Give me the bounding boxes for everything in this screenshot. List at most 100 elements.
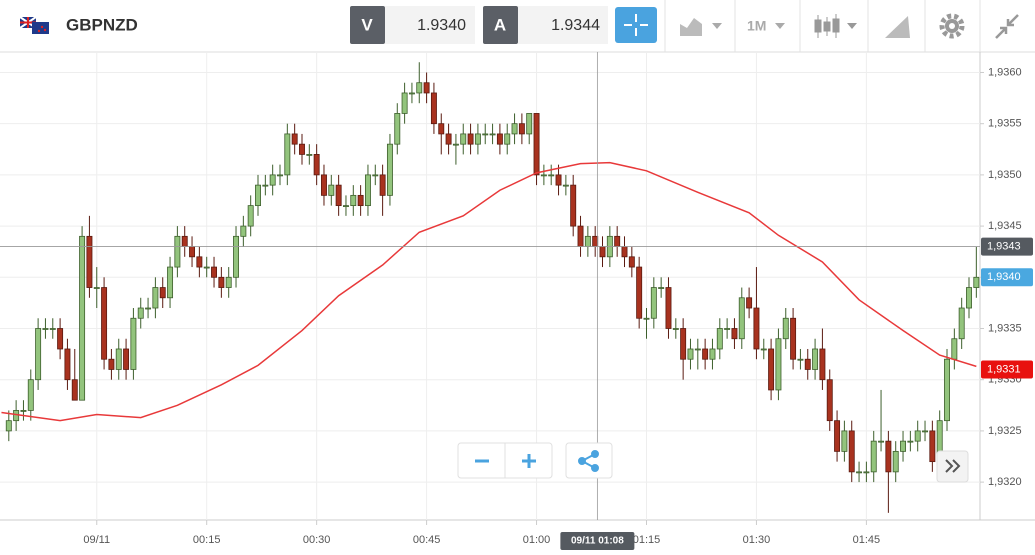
candle-body [269, 174, 276, 186]
candle-body [951, 338, 958, 360]
candle-body [680, 328, 687, 360]
ask-button[interactable] [483, 6, 518, 44]
candle-body [189, 246, 196, 258]
candle-body [511, 123, 518, 135]
candle-body [196, 256, 203, 268]
candle-body [57, 328, 64, 350]
price-label-box [981, 237, 1033, 256]
price-label: 1,9331 [987, 363, 1021, 375]
candle-body [738, 297, 745, 340]
candle-body [445, 133, 452, 145]
candle-body [335, 184, 342, 207]
bid-box [385, 6, 475, 44]
candle-body [555, 174, 562, 186]
x-tick-label: 00:30 [303, 534, 331, 546]
candle-body [914, 430, 921, 442]
candle-body [71, 379, 78, 401]
crosshair-icon [624, 14, 648, 36]
drawing-button[interactable] [885, 16, 910, 38]
candle-body [812, 348, 819, 370]
candle-body [137, 307, 144, 319]
candle-body [313, 154, 320, 176]
candle-body [460, 133, 467, 145]
candle-body [892, 450, 899, 473]
candle-body [218, 276, 225, 288]
candle-body [130, 317, 137, 370]
candle-body [408, 92, 415, 95]
y-tick-label: 1,9350 [988, 169, 1022, 181]
candle-body [350, 194, 357, 207]
candle-body [262, 184, 269, 187]
x-tick-label: 09/11 [83, 534, 110, 546]
crosshair-x-box [560, 532, 635, 550]
candle-body [834, 420, 841, 452]
candle-body [878, 440, 885, 443]
share-button[interactable] [578, 450, 599, 472]
candle-body [108, 358, 115, 370]
bid-button[interactable] [350, 6, 385, 44]
candle-body [394, 113, 401, 145]
candle-body [819, 348, 826, 381]
y-tick-label: 1,9355 [988, 118, 1022, 130]
candle-body [159, 287, 166, 299]
candle-body [768, 348, 775, 391]
candle-body [797, 358, 804, 361]
x-tick-label: 01:45 [853, 534, 881, 546]
x-tick-label: 01:00 [523, 534, 551, 546]
candle-body [929, 430, 936, 463]
candle-body [27, 379, 34, 411]
bid-price: 1.9340 [417, 17, 466, 34]
y-tick-label: 1,9345 [988, 220, 1022, 232]
candle-body [496, 133, 503, 145]
price-label: 1,9343 [987, 240, 1021, 252]
x-tick-label: 00:15 [193, 534, 221, 546]
candle-body [115, 348, 122, 370]
candle-body [973, 276, 980, 288]
candle-body [672, 328, 679, 330]
candle-body [482, 133, 489, 136]
candle-body [474, 133, 481, 145]
candle-body [614, 235, 621, 247]
candle-body [716, 328, 723, 350]
x-tick-label: 01:30 [743, 534, 771, 546]
overlay: 09/11 01:08 1,9343 1,9340 1,9331 [0, 52, 1033, 550]
settings-button[interactable] [939, 13, 965, 39]
candle-body [49, 328, 56, 330]
candle-body [438, 123, 445, 135]
candle-body [562, 184, 569, 187]
candle-body [658, 287, 665, 289]
zoom-in[interactable] [522, 454, 536, 468]
candle-body [452, 143, 459, 146]
candle-body [753, 307, 760, 350]
candle-body [826, 379, 833, 422]
collapse-button[interactable] [995, 14, 1019, 39]
candle-body [343, 205, 349, 208]
candle-body [760, 348, 767, 351]
candle-body [841, 430, 848, 452]
candle-body [225, 276, 232, 288]
timeframe[interactable]: 1M [747, 18, 766, 34]
candle-body [203, 266, 210, 269]
candle-body [423, 82, 430, 94]
y-tick-label: 1,9360 [988, 66, 1022, 78]
candle-body [577, 225, 584, 247]
indicators-button[interactable] [814, 14, 857, 38]
candle-body [731, 328, 738, 340]
candle-body [570, 184, 577, 227]
candle-body [240, 225, 247, 237]
chart-type-button[interactable] [680, 18, 722, 36]
candle-body [357, 194, 364, 207]
candle-body [379, 174, 386, 196]
price-label-box [981, 360, 1033, 379]
symbol: GBPNZD [66, 15, 138, 34]
candle-body [167, 266, 174, 299]
candle-body [643, 317, 650, 320]
timeframe-arrow [775, 23, 785, 29]
candle-body [540, 174, 547, 177]
crosshair-button[interactable] [615, 7, 657, 43]
candle-body [599, 246, 606, 258]
y-tick-label: 1,9325 [988, 425, 1022, 437]
candle-body [247, 205, 254, 227]
candle-body [526, 113, 533, 135]
candle-body [93, 287, 100, 289]
